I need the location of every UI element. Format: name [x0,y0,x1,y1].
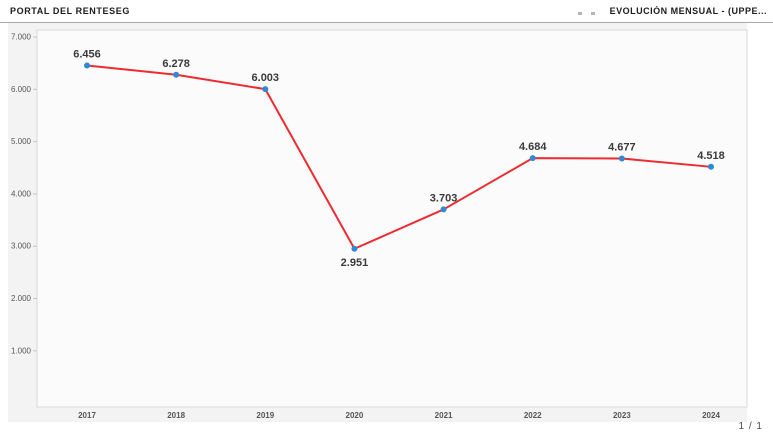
data-point-label: 2.951 [341,257,369,269]
y-axis-label: 1.000 [11,346,32,355]
data-point-marker [708,163,714,170]
nav-dots[interactable] [577,2,604,20]
x-axis-label: 2019 [256,411,274,420]
report-title: EVOLUCIÓN MENSUAL - (UPPE... [609,6,767,16]
data-point-label: 3.703 [430,192,458,204]
y-axis-label: 3.000 [11,242,32,251]
data-point-marker [440,206,447,213]
header-bar: PORTAL DEL RENTESEG EVOLUCIÓN MENSUAL - … [0,0,773,23]
data-point-marker [84,62,90,69]
nav-dot-icon[interactable] [577,12,582,15]
app-title: PORTAL DEL RENTESEG [10,6,130,16]
data-point-marker [262,86,269,93]
nav-dot-icon[interactable] [590,12,595,15]
y-axis-label: 6.000 [11,85,32,94]
data-point-label: 4.684 [519,141,547,153]
chart-line [86,64,712,250]
y-axis-label: 7.000 [11,33,32,42]
x-axis-label: 2022 [524,411,542,420]
data-point-marker [173,71,180,78]
data-point-label: 6.456 [73,48,101,60]
x-axis-label: 2020 [346,411,364,420]
plot-background [36,29,748,408]
data-point-marker [351,245,358,252]
header-right-group: EVOLUCIÓN MENSUAL - (UPPE... [577,0,767,22]
page-indicator: 1 / 1 [738,421,763,432]
x-axis-label: 2024 [702,411,720,420]
data-point-label: 6.003 [252,72,280,84]
y-axis-label: 2.000 [11,294,32,303]
x-axis-label: 2017 [78,411,96,420]
data-point-marker [618,155,625,162]
x-axis-label: 2021 [435,411,453,420]
data-point-label: 4.677 [608,141,636,153]
data-point-marker [529,155,536,162]
x-axis-label: 2018 [167,411,185,420]
y-axis-label: 4.000 [11,189,32,198]
y-axis-label: 5.000 [11,137,32,146]
x-axis-label: 2023 [613,411,631,420]
data-point-label: 6.278 [162,58,190,70]
data-point-label: 4.518 [697,150,725,162]
